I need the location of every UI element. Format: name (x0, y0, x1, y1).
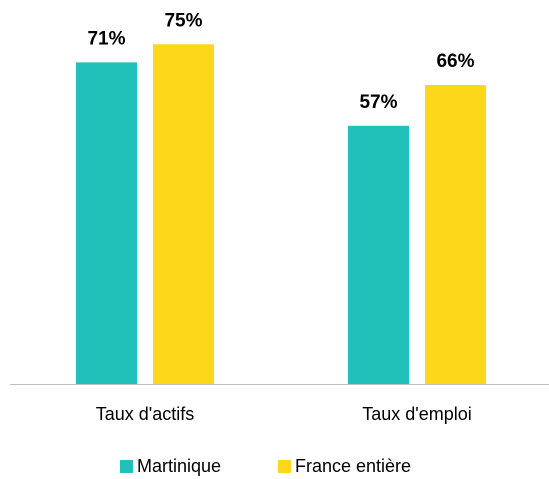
legend-swatch (278, 460, 291, 473)
data-label: 75% (164, 10, 202, 31)
data-label: 71% (87, 28, 125, 49)
x-tick-label: Taux d'actifs (96, 404, 194, 424)
legend-swatch (120, 460, 133, 473)
legend-label: Martinique (137, 456, 221, 476)
data-label: 57% (359, 92, 397, 113)
bar (76, 62, 137, 385)
x-tick-label: Taux d'emploi (362, 404, 472, 424)
bar (153, 44, 214, 384)
bar (425, 85, 486, 385)
bar (348, 125, 409, 384)
data-label: 66% (436, 51, 474, 72)
legend-label: France entière (295, 456, 411, 476)
